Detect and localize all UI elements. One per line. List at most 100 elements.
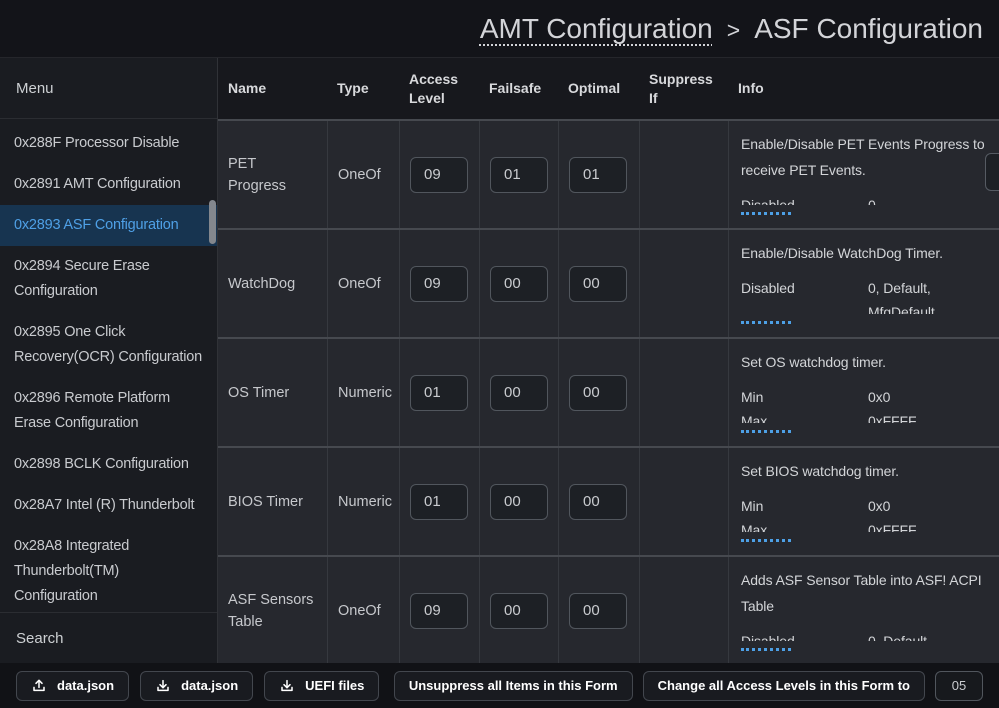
access-level-input[interactable] xyxy=(410,156,468,193)
page-title: ASF Configuration xyxy=(754,12,983,44)
sidebar-item-remote-platform-erase[interactable]: 0x2896 Remote Platform Erase Configurati… xyxy=(14,390,170,431)
failsafe-input[interactable] xyxy=(490,265,548,302)
type-cell: Numeric xyxy=(327,339,399,446)
info-expander-dots[interactable] xyxy=(741,430,791,433)
failsafe-cell xyxy=(479,448,558,555)
option-label: Max xyxy=(741,522,768,532)
option-value: 0, Default xyxy=(868,633,927,641)
type-cell: OneOf xyxy=(327,557,399,663)
sidebar-item-integrated-thunderbolt[interactable]: 0x28A8 Integrated Thunderbolt(TM) Config… xyxy=(14,538,130,604)
column-header-type: Type xyxy=(337,80,369,96)
info-content: Enable/Disable WatchDog Timer. Disabled … xyxy=(741,240,987,314)
optimal-input[interactable] xyxy=(569,374,627,411)
option-value: 0x0 xyxy=(868,389,891,405)
failsafe-input[interactable] xyxy=(490,483,548,520)
info-options: Disabled 0, Default xyxy=(741,629,987,641)
option-row: Min 0x0 xyxy=(741,494,987,518)
info-options: Disabled 0 xyxy=(741,193,987,205)
access-level-cell xyxy=(399,230,479,337)
sidebar-item-intel-thunderbolt[interactable]: 0x28A7 Intel (R) Thunderbolt xyxy=(14,497,195,513)
info-description: Set OS watchdog timer. xyxy=(741,354,886,370)
access-level-input[interactable] xyxy=(410,265,468,302)
option-value: 0xFFFF xyxy=(868,522,917,532)
option-value: 0x0 xyxy=(868,498,891,514)
type-cell: OneOf xyxy=(327,121,399,228)
menu-title: Menu xyxy=(16,79,54,97)
download-uefi-files-button[interactable]: UEFI files xyxy=(264,670,380,701)
column-header-info: Info xyxy=(738,80,764,96)
footer-toolbar: data.json data.json UEFI files Unsuppres… xyxy=(0,663,999,708)
sidebar-item-bclk-configuration[interactable]: 0x2898 BCLK Configuration xyxy=(14,456,189,472)
sidebar-scrollbar-thumb[interactable] xyxy=(209,200,216,244)
sidebar-item-amt-configuration[interactable]: 0x2891 AMT Configuration xyxy=(14,176,181,192)
suppress-if-cell xyxy=(639,121,728,228)
access-level-input[interactable] xyxy=(410,483,468,520)
info-description: Enable/Disable WatchDog Timer. xyxy=(741,245,943,261)
upload-data-json-label: data.json xyxy=(57,678,115,693)
option-row: Min 0x0 xyxy=(741,385,987,409)
suppress-if-cell xyxy=(639,230,728,337)
sidebar-item-processor-disable[interactable]: 0x288F Processor Disable xyxy=(14,135,180,151)
failsafe-input[interactable] xyxy=(490,374,548,411)
failsafe-input[interactable] xyxy=(490,156,548,193)
info-cell: Set OS watchdog timer. Min 0x0 Max 0xFFF… xyxy=(728,339,999,446)
option-value: 0xFFFF xyxy=(868,413,917,423)
optimal-cell xyxy=(558,339,639,446)
access-level-cell xyxy=(399,121,479,228)
failsafe-input[interactable] xyxy=(490,592,548,629)
info-content: Set OS watchdog timer. Min 0x0 Max 0xFFF… xyxy=(741,349,987,423)
table-row: BIOS Timer Numeric Set BIOS watchdog tim… xyxy=(218,446,999,555)
unsuppress-all-button[interactable]: Unsuppress all Items in this Form xyxy=(393,670,633,701)
access-level-input[interactable] xyxy=(410,374,468,411)
access-level-target-input[interactable] xyxy=(935,670,983,701)
column-header-suppress-if: Suppress If xyxy=(649,70,713,106)
upload-icon xyxy=(31,678,47,694)
sidebar-item-ocr-configuration[interactable]: 0x2895 One Click Recovery(OCR) Configura… xyxy=(14,324,202,365)
sidebar: Menu 0x288F Processor Disable 0x2891 AMT… xyxy=(0,58,218,663)
optimal-input[interactable] xyxy=(569,483,627,520)
option-label: Disabled xyxy=(741,633,795,641)
type-cell: Numeric xyxy=(327,448,399,555)
table-row: WatchDog OneOf Enable/Disable WatchDog T… xyxy=(218,228,999,337)
optimal-input[interactable] xyxy=(569,265,627,302)
access-level-cell xyxy=(399,448,479,555)
failsafe-cell xyxy=(479,557,558,663)
info-expander-dots[interactable] xyxy=(741,212,791,215)
footer-right-group: Unsuppress all Items in this Form Change… xyxy=(393,670,983,701)
download-data-json-label: data.json xyxy=(181,678,239,693)
change-access-levels-button[interactable]: Change all Access Levels in this Form to xyxy=(642,670,925,701)
info-cell: Adds ASF Sensor Table into ASF! ACPI Tab… xyxy=(728,557,999,663)
table-header-row: Name Type Access Level Failsafe Optimal … xyxy=(218,58,999,119)
name-cell: OS Timer xyxy=(228,384,290,401)
breadcrumb-parent-link[interactable]: AMT Configuration xyxy=(479,12,713,44)
optimal-cell xyxy=(558,448,639,555)
table-row: PET Progress OneOf Enable/Disable PET Ev… xyxy=(218,119,999,228)
info-scrollbar-thumb[interactable] xyxy=(985,153,999,191)
info-expander-dots[interactable] xyxy=(741,321,791,324)
info-options: Min 0x0 Max 0xFFFF xyxy=(741,494,987,532)
failsafe-cell xyxy=(479,230,558,337)
name-cell: ASF Sensors Table xyxy=(228,591,314,630)
info-expander-dots[interactable] xyxy=(741,539,791,542)
failsafe-cell xyxy=(479,121,558,228)
optimal-cell xyxy=(558,230,639,337)
upload-data-json-button[interactable]: data.json xyxy=(16,670,130,701)
download-uefi-files-label: UEFI files xyxy=(305,678,365,693)
option-row: Max 0xFFFF xyxy=(741,518,987,532)
optimal-input[interactable] xyxy=(569,592,627,629)
search-section-header[interactable]: Search xyxy=(0,612,217,663)
sidebar-item-secure-erase[interactable]: 0x2894 Secure Erase Configuration xyxy=(14,258,150,299)
access-level-cell xyxy=(399,339,479,446)
option-row: Disabled 0 xyxy=(741,193,987,205)
optimal-input[interactable] xyxy=(569,156,627,193)
unsuppress-all-label: Unsuppress all Items in this Form xyxy=(408,678,618,693)
column-header-optimal: Optimal xyxy=(568,80,621,96)
access-level-input[interactable] xyxy=(410,592,468,629)
download-data-json-button[interactable]: data.json xyxy=(140,670,254,701)
body: Menu 0x288F Processor Disable 0x2891 AMT… xyxy=(0,58,999,663)
column-header-name: Name xyxy=(228,80,267,96)
sidebar-item-asf-configuration[interactable]: 0x2893 ASF Configuration xyxy=(0,205,217,246)
info-expander-dots[interactable] xyxy=(741,648,791,651)
option-value: 0, Default, MfgDefault xyxy=(868,280,935,314)
